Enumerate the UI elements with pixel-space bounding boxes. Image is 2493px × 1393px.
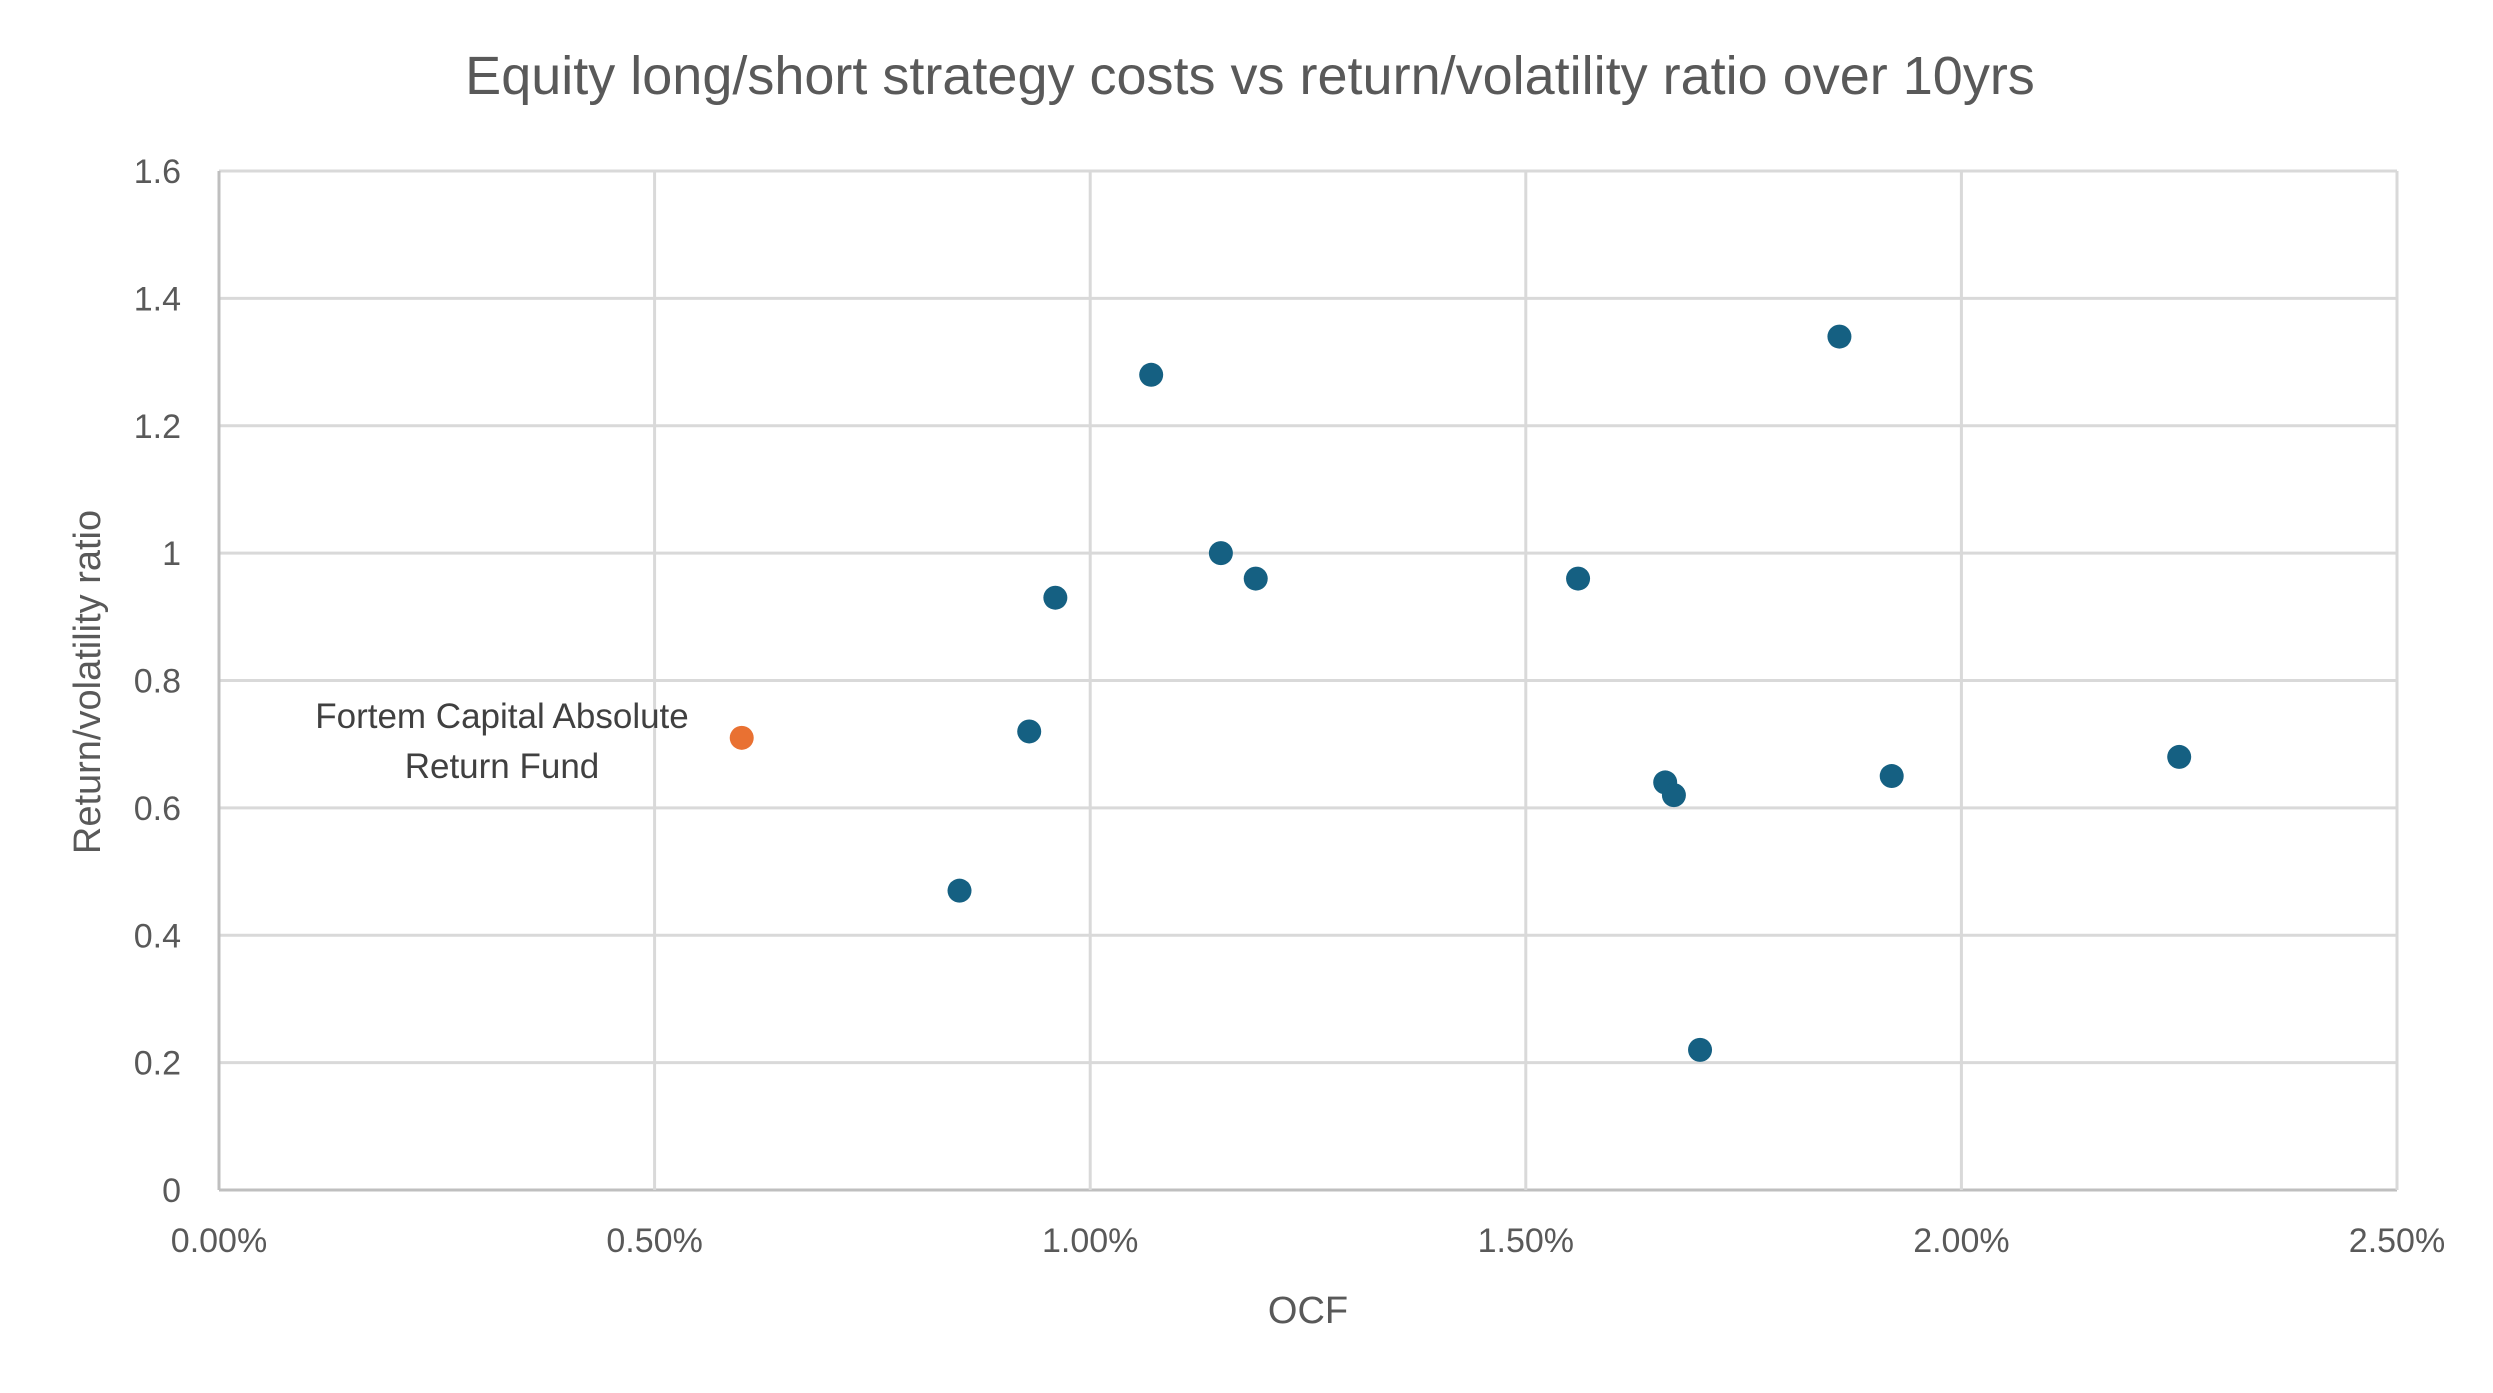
annotation-line-2: Return Fund bbox=[405, 747, 600, 786]
x-tick-label: 2.00% bbox=[1913, 1222, 2009, 1260]
data-point bbox=[1688, 1037, 1713, 1062]
y-tick-label: 1.6 bbox=[134, 153, 181, 191]
data-point bbox=[1661, 783, 1686, 808]
data-point bbox=[1139, 362, 1164, 387]
data-point bbox=[1879, 764, 1904, 789]
annotation-line-1: Fortem Capital Absolute bbox=[315, 697, 689, 736]
x-tick-label: 0.00% bbox=[171, 1222, 267, 1260]
y-tick-label: 0.8 bbox=[134, 663, 181, 701]
data-point bbox=[1243, 566, 1268, 591]
y-tick-label: 0.6 bbox=[134, 790, 181, 828]
y-tick-label: 1.2 bbox=[134, 408, 181, 446]
chart-title: Equity long/short strategy costs vs retu… bbox=[465, 46, 2035, 106]
x-tick-label: 2.50% bbox=[2349, 1222, 2445, 1260]
data-point bbox=[1043, 585, 1068, 610]
highlighted-data-point bbox=[729, 725, 754, 750]
x-axis-label: OCF bbox=[1268, 1290, 1348, 1332]
data-point bbox=[947, 878, 972, 903]
x-tick-label: 0.50% bbox=[606, 1222, 702, 1260]
data-point bbox=[1208, 541, 1233, 566]
y-tick-label: 0.2 bbox=[134, 1045, 181, 1083]
x-tick-label: 1.00% bbox=[1042, 1222, 1138, 1260]
data-point bbox=[1566, 566, 1591, 591]
y-tick-label: 1 bbox=[162, 535, 181, 573]
tick-labels: 0 0.2 0.4 0.6 0.8 1 1.2 1.4 1.6 0.00% 0.50% 1.00% 1.… bbox=[134, 153, 2445, 1260]
y-axis-label: Return/volatility ratio bbox=[67, 510, 109, 854]
x-tick-label: 1.50% bbox=[1478, 1222, 1574, 1260]
y-tick-label: 0.4 bbox=[134, 917, 181, 955]
gridlines bbox=[217, 169, 2399, 1192]
data-point bbox=[1017, 719, 1042, 744]
data-point bbox=[1827, 324, 1852, 349]
y-tick-label: 1.4 bbox=[134, 280, 181, 318]
y-tick-label: 0 bbox=[162, 1172, 181, 1210]
data-points bbox=[729, 324, 2192, 1062]
data-point bbox=[2167, 744, 2192, 769]
